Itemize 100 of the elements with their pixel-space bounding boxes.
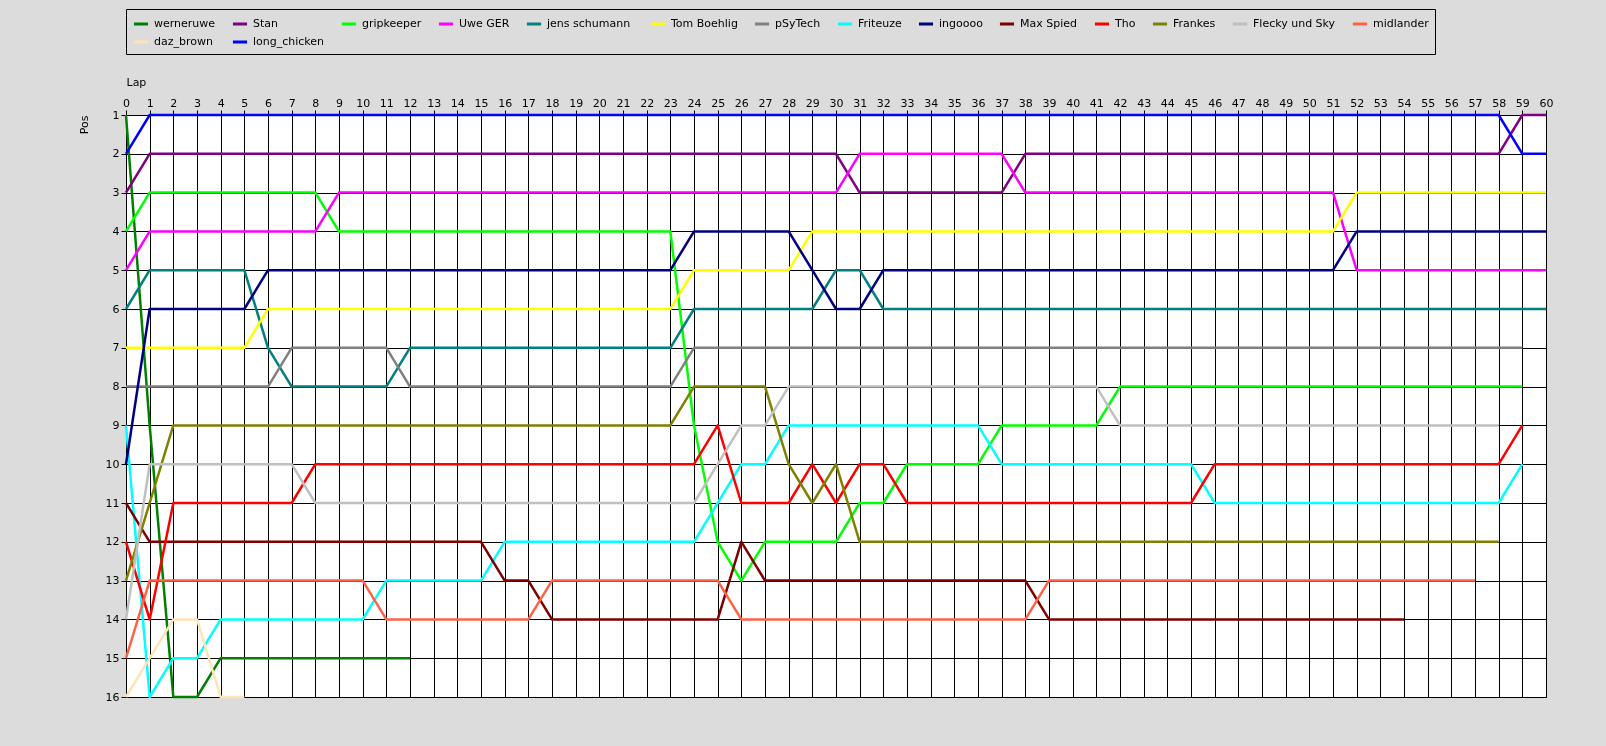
x-tick-label: 43	[1137, 96, 1152, 110]
x-tick-label: 13	[427, 96, 442, 110]
x-tick-label: 32	[876, 96, 891, 110]
x-tick-label: 54	[1397, 96, 1412, 110]
x-tick-label: 31	[853, 96, 868, 110]
x-tick-label: 14	[450, 96, 465, 110]
legend-label: jens schumann	[546, 17, 631, 30]
x-tick-label: 47	[1231, 96, 1246, 110]
y-tick-label: 6	[112, 302, 120, 316]
x-tick-label: 6	[265, 96, 272, 110]
legend-label: daz_brown	[154, 35, 213, 48]
line-series	[124, 113, 412, 699]
y-tick-label: 5	[112, 263, 120, 277]
x-tick-label: 55	[1421, 96, 1436, 110]
x-tick-label: 16	[498, 96, 513, 110]
x-tick-label: 40	[1066, 96, 1081, 110]
x-tick-label: 26	[734, 96, 749, 110]
y-tick-label: 3	[112, 186, 120, 200]
x-tick-label: 30	[829, 96, 844, 110]
x-tick-label: 46	[1208, 96, 1223, 110]
x-tick-label: 36	[971, 96, 986, 110]
x-tick-label: 11	[379, 96, 394, 110]
x-tick-label: 53	[1373, 96, 1388, 110]
legend-label: Flecky und Sky	[1253, 17, 1336, 30]
legend-label: ingoooo	[939, 17, 984, 30]
x-tick-label: 44	[1160, 96, 1175, 110]
x-tick-label: 39	[1042, 96, 1057, 110]
y-tick-label: 10	[105, 457, 120, 471]
y-axis-title: Pos	[77, 115, 91, 135]
legend-label: gripkeeper	[362, 17, 422, 30]
x-tick-label: 38	[1018, 96, 1033, 110]
legend-label: Frankes	[1173, 17, 1216, 30]
x-tick-label: 4	[217, 96, 225, 110]
legend-label: long_chicken	[253, 35, 325, 48]
x-tick-label: 59	[1515, 96, 1530, 110]
x-tick-label: 9	[336, 96, 343, 110]
line-series	[124, 385, 1500, 582]
line-series	[124, 191, 1548, 350]
legend-label: werneruwe	[154, 17, 216, 30]
legend-label: pSyTech	[775, 17, 821, 30]
legend-label: midlander	[1373, 17, 1430, 30]
x-tick-label: 57	[1468, 96, 1483, 110]
line-series	[124, 152, 1548, 272]
x-tick-label: 8	[312, 96, 320, 110]
x-tick-label: 23	[663, 96, 678, 110]
line-series	[124, 424, 1524, 621]
x-tick-label: 24	[687, 96, 702, 110]
x-tick-label: 42	[1113, 96, 1128, 110]
x-tick-label: 41	[1089, 96, 1104, 110]
x-tick-label: 34	[924, 96, 939, 110]
y-tick-label: 11	[105, 496, 120, 510]
y-tick-label: 13	[105, 574, 120, 588]
x-tick-label: 51	[1326, 96, 1341, 110]
x-tick-label: 2	[170, 96, 178, 110]
x-tick-label: 50	[1302, 96, 1317, 110]
x-tick-label: 33	[900, 96, 915, 110]
x-tick-label: 17	[521, 96, 536, 110]
y-tick-label: 9	[112, 418, 120, 432]
x-tick-label: 1	[146, 96, 154, 110]
x-tick-label: 48	[1255, 96, 1270, 110]
x-tick-label: 18	[545, 96, 560, 110]
x-tick-label: 19	[569, 96, 584, 110]
x-tick-label: 45	[1184, 96, 1199, 110]
x-tick-label: 37	[995, 96, 1010, 110]
y-tick-label: 12	[105, 535, 120, 549]
legend-label: Friteuze	[858, 17, 902, 30]
y-tick-label: 15	[105, 651, 120, 665]
x-tick-label: 20	[592, 96, 607, 110]
x-tick-label: 28	[782, 96, 797, 110]
x-tick-label: 29	[805, 96, 820, 110]
y-tick-label: 1	[112, 108, 120, 122]
x-tick-label: 7	[288, 96, 296, 110]
x-tick-label: 3	[194, 96, 201, 110]
legend-label: Stan	[253, 17, 279, 30]
line-series	[124, 191, 1524, 582]
x-tick-label: 25	[711, 96, 726, 110]
line-series	[124, 385, 1500, 621]
x-axis-title: Lap	[126, 75, 147, 89]
x-tick-label: 56	[1444, 96, 1459, 110]
x-tick-label: 22	[640, 96, 655, 110]
x-tick-label: 49	[1279, 96, 1294, 110]
x-tick-label: 52	[1350, 96, 1365, 110]
x-tick-label: 15	[474, 96, 489, 110]
x-tick-label: 35	[947, 96, 962, 110]
x-tick-label: 60	[1539, 96, 1554, 110]
line-series	[124, 230, 1548, 466]
x-tick-label: 21	[616, 96, 631, 110]
y-tick-label: 7	[112, 341, 120, 355]
x-tick-label: 5	[241, 96, 249, 110]
x-tick-label: 0	[123, 96, 130, 110]
legend-label: Max Spied	[1020, 17, 1078, 30]
x-tick-label: 12	[403, 96, 418, 110]
line-series	[124, 424, 1524, 699]
y-tick-label: 8	[112, 380, 120, 394]
line-series	[124, 501, 1406, 621]
x-tick-label: 58	[1492, 96, 1507, 110]
y-tick-label: 4	[112, 224, 120, 238]
y-tick-label: 2	[112, 147, 120, 161]
legend-label: Tom Boehlig	[670, 17, 738, 30]
x-tick-label: 27	[758, 96, 773, 110]
